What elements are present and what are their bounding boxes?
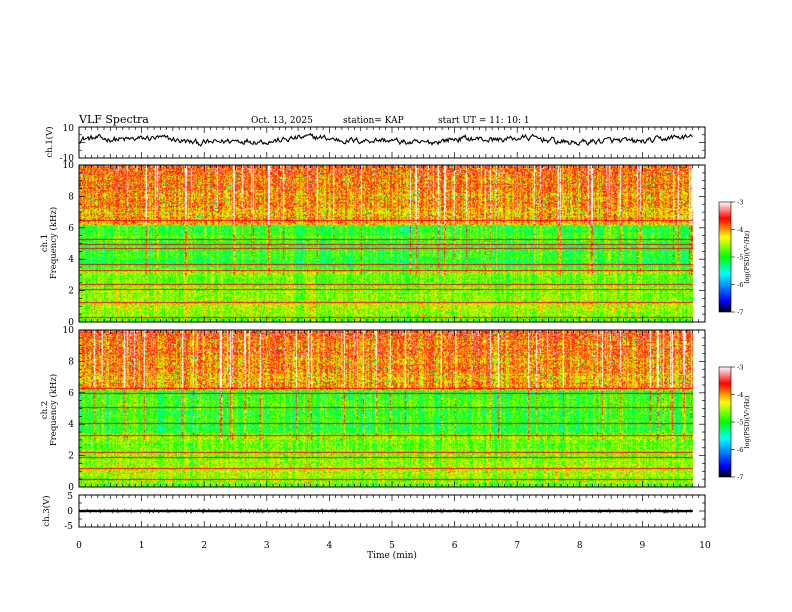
x-tick-label: 5 (389, 541, 395, 551)
ch2-ytick-label: 8 (68, 357, 74, 367)
ch1-spectrogram-ylabel-channel: ch.1 (40, 234, 50, 252)
x-tick-label: 2 (201, 541, 207, 551)
ch2-spectrogram-ylabel-frequency: Frequency (kHz) (48, 374, 59, 446)
ch3-waveform-line (78, 507, 693, 515)
ch1-spectrogram-image (79, 165, 693, 322)
ch3-ytick-mid: 0 (67, 507, 73, 517)
colorbar-tick-label: -6 (737, 281, 743, 289)
ch1-ytick-bottom: -10 (60, 154, 75, 164)
figure-title: VLF Spectra (78, 113, 149, 126)
ch2-ytick-label: 2 (68, 452, 74, 462)
station-label: station= KAP (343, 116, 404, 126)
ch2-ytick-label: 0 (68, 483, 74, 493)
ch1-colorbar-gradient (719, 202, 731, 312)
ch2-ytick-label: 4 (68, 420, 74, 430)
ch1-colorbar-label: log(PSD)(V²/Hz) (743, 230, 751, 283)
ch2-colorbar: -3 -4 -5 -6 -7 log(PSD)(V²/Hz) (718, 364, 751, 482)
x-tick-label: 3 (264, 541, 270, 551)
ch1-ytick-label: 0 (68, 318, 74, 328)
ch3-waveform-ylabel: ch.3(V) (41, 495, 52, 526)
ch1-ytick-label: 8 (68, 192, 74, 202)
ch1-ytick-label: 6 (68, 224, 74, 234)
date-label: Oct. 13, 2025 (251, 116, 313, 126)
colorbar-tick-label: -4 (737, 226, 743, 234)
ch1-ytick-top: 10 (63, 124, 75, 134)
ch1-ytick-label: 2 (68, 287, 74, 297)
x-tick-label: 1 (139, 541, 145, 551)
x-tick-label: 10 (699, 541, 711, 551)
ch2-ytick-label: 10 (63, 326, 75, 336)
ch2-colorbar-label: log(PSD)(V²/Hz) (743, 395, 751, 448)
ch1-ytick-label: 4 (68, 255, 74, 265)
colorbar-tick-label: -6 (737, 446, 743, 454)
ch2-ytick-label: 6 (68, 389, 74, 399)
ch1-spectrogram-panel: 0 2 4 6 8 10 ch.1 Frequency (kHz) (40, 161, 706, 328)
colorbar-tick-label: -7 (737, 474, 743, 482)
ch3-ytick-top: 5 (67, 492, 73, 502)
ch2-spectrogram-ylabel-channel: ch.2 (40, 401, 50, 419)
ch3-waveform-panel: 5 0 -5 ch.3(V) (41, 492, 706, 532)
ch2-colorbar-gradient (719, 367, 731, 477)
x-tick-label: 0 (76, 541, 82, 551)
ch1-waveform-panel: 10 -10 ch.1(V) (44, 124, 706, 164)
ch1-spectrogram-ylabel-frequency: Frequency (kHz) (48, 207, 59, 279)
x-axis-label: Time (min) (367, 550, 417, 561)
colorbar-tick-label: -3 (737, 199, 743, 207)
ch1-waveform-ylabel: ch.1(V) (44, 126, 55, 157)
x-tick-label: 8 (577, 541, 583, 551)
colorbar-tick-label: -5 (737, 254, 743, 262)
ch3-ytick-bottom: -5 (64, 522, 73, 532)
ch2-spectrogram-panel: 0 2 4 6 8 10 ch.2 Frequency (kHz) (40, 326, 706, 493)
x-tick-label: 4 (327, 541, 333, 551)
x-tick-label: 9 (640, 541, 646, 551)
ch2-spectrogram-image (79, 330, 693, 487)
start-ut-label: start UT = 11: 10: 1 (438, 116, 530, 126)
ch1-waveform-line (78, 132, 693, 147)
colorbar-tick-label: -3 (737, 364, 743, 372)
ch1-ytick-label: 10 (63, 161, 75, 171)
x-tick-label: 7 (514, 541, 520, 551)
colorbar-tick-label: -4 (737, 391, 743, 399)
x-tick-label: 6 (452, 541, 458, 551)
colorbar-tick-label: -7 (737, 309, 743, 317)
colorbar-tick-label: -5 (737, 419, 743, 427)
x-axis-tick-labels: 0 1 2 3 4 5 6 7 8 9 10 (76, 541, 711, 551)
ch1-colorbar: -3 -4 -5 -6 -7 log(PSD)(V²/Hz) (718, 199, 751, 317)
